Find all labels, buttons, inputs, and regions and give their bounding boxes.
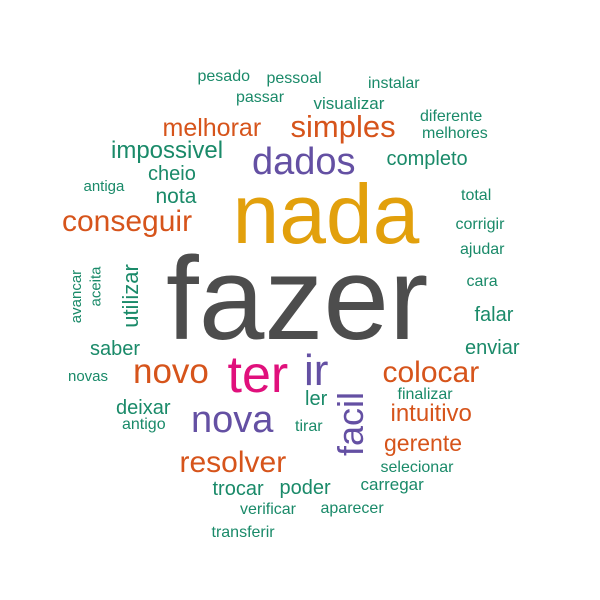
word-total: total (461, 187, 492, 204)
word-nota: nota (155, 184, 197, 208)
word-pesado: pesado (197, 68, 251, 85)
word-finalizar: finalizar (397, 386, 453, 403)
word-conseguir: conseguir (62, 205, 193, 238)
word-ter: ter (227, 346, 289, 404)
word-ir: ir (304, 346, 329, 395)
word-utilizar: utilizar (117, 264, 143, 328)
word-tirar: tirar (295, 418, 323, 435)
word-antiga: antiga (83, 177, 125, 195)
word-novo: novo (133, 351, 209, 391)
word-verificar: verificar (240, 501, 297, 518)
word-cheio: cheio (148, 163, 196, 185)
word-instalar: instalar (368, 75, 420, 92)
word-completo: completo (386, 148, 468, 170)
word-carregar: carregar (360, 474, 424, 494)
word-nova: nova (191, 399, 274, 441)
word-intuitivo: intuitivo (390, 400, 472, 427)
word-fazer: fazer (166, 233, 429, 365)
word-facil: facil (330, 391, 372, 457)
word-falar: falar (474, 304, 514, 326)
word-cara: cara (466, 273, 498, 290)
word-avancar: avancar (67, 269, 85, 323)
word-ler: ler (305, 388, 328, 410)
word-ajudar: ajudar (460, 241, 505, 258)
word-aparecer: aparecer (320, 500, 384, 517)
word-deixar: deixar (116, 397, 171, 419)
word-diferente: diferente (420, 108, 483, 125)
word-enviar: enviar (465, 337, 520, 359)
word-melhores: melhores (422, 125, 488, 142)
word-transferir: transferir (211, 524, 275, 541)
word-corrigir: corrigir (455, 216, 505, 233)
word-novas: novas (68, 367, 109, 385)
word-impossivel: impossivel (111, 137, 224, 164)
word-simples: simples (290, 108, 396, 144)
word-dados: dados (252, 141, 356, 183)
word-melhorar: melhorar (162, 113, 262, 142)
word-pessoal: pessoal (266, 70, 322, 87)
word-colocar: colocar (382, 356, 480, 389)
word-trocar: trocar (212, 478, 264, 500)
word-nada: nada (232, 167, 420, 261)
word-poder: poder (279, 477, 331, 499)
word-antigo: antigo (122, 416, 166, 433)
word-gerente: gerente (384, 429, 463, 456)
word-visualizar: visualizar (313, 93, 385, 113)
word-saber: saber (90, 338, 141, 360)
word-aceita: aceita (87, 265, 105, 307)
word-passar: passar (236, 89, 285, 106)
word-resolver: resolver (179, 446, 287, 479)
word-selecionar: selecionar (380, 459, 454, 476)
